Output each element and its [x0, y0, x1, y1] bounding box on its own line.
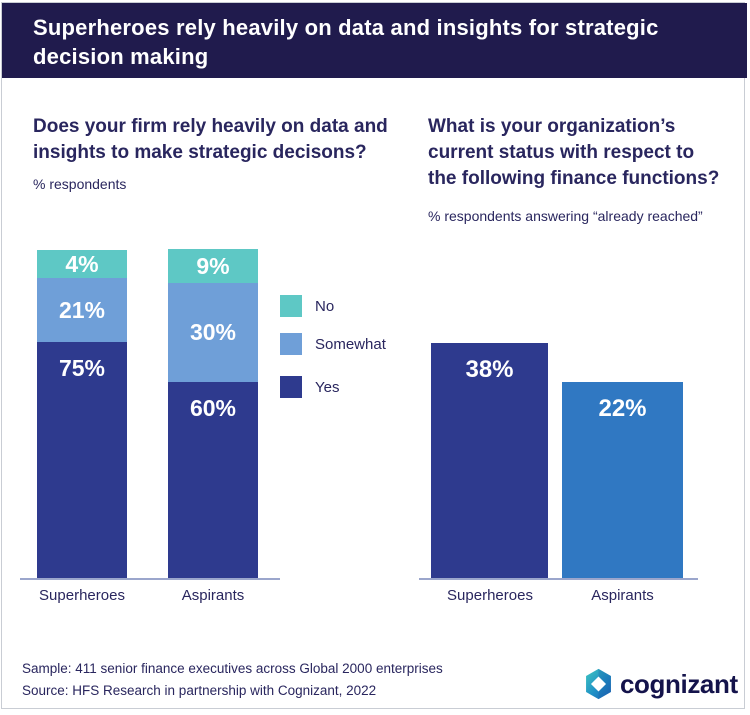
legend-item-somewhat: Somewhat: [280, 333, 386, 355]
legend-swatch-no: [280, 295, 302, 317]
segment-value-label: 30%: [189, 319, 237, 345]
segment-value-label: 9%: [196, 252, 230, 279]
stacked-bar-superheroes-segment-no: 4%: [37, 250, 127, 278]
right-chart-title-line-2: current status with respect to: [428, 142, 695, 163]
right-chart-subtitle: % respondents answering “already reached…: [428, 208, 703, 224]
segment-value-label: 4%: [65, 250, 99, 277]
category-label-aspirants-left: Aspirants: [181, 587, 245, 604]
legend-swatch-yes: [280, 376, 302, 398]
left-chart-subtitle: % respondents: [33, 176, 127, 192]
source-note: Source: HFS Research in partnership with…: [22, 683, 377, 698]
right-chart-title-line-1: What is your organization’s: [428, 116, 676, 137]
category-label-superheroes-left: Superheroes: [39, 587, 125, 604]
x-axis-line-right: [419, 578, 698, 580]
left-chart-title-line-2: insights to make strategic decisons?: [33, 142, 367, 163]
legend-item-no: No: [280, 295, 334, 317]
category-label-superheroes-right: Superheroes: [447, 587, 533, 604]
legend-label-no: No: [315, 297, 335, 315]
bar-value-label: 38%: [465, 356, 514, 383]
bar-superheroes-right: 38%: [431, 343, 548, 579]
legend-label-yes: Yes: [315, 378, 340, 396]
legend-item-yes: Yes: [280, 376, 339, 398]
header-bar: Superheroes rely heavily on data and ins…: [2, 3, 747, 78]
x-axis-line-left: [20, 578, 280, 580]
stacked-bar-superheroes-segment-yes: 75%: [37, 342, 127, 578]
left-chart-title: Does your firm rely heavily on data and …: [33, 114, 388, 166]
right-chart-title-line-3: the following finance functions?: [428, 168, 720, 189]
segment-value-label: 75%: [58, 355, 106, 381]
cognizant-logo: cognizant: [584, 668, 738, 700]
legend-swatch-somewhat: [280, 333, 302, 355]
segment-value-label: 21%: [58, 296, 106, 323]
cognizant-logo-text: cognizant: [620, 668, 738, 699]
left-chart-title-line-1: Does your firm rely heavily on data and: [33, 116, 388, 137]
category-label-aspirants-right: Aspirants: [591, 587, 654, 604]
cognizant-logo-icon: [586, 668, 611, 700]
right-chart-title: What is your organization’s current stat…: [428, 114, 719, 192]
stacked-bar-aspirants-segment-no: 9%: [168, 249, 258, 283]
page-title-line-1: Superheroes rely heavily on data and ins…: [33, 15, 659, 40]
page-title-line-2: decision making: [33, 44, 209, 69]
stacked-bar-aspirants-segment-somewhat: 30%: [168, 283, 258, 382]
legend-label-somewhat: Somewhat: [315, 335, 386, 353]
sample-note: Sample: 411 senior finance executives ac…: [22, 661, 443, 676]
bar-value-label: 22%: [598, 395, 647, 422]
segment-value-label: 60%: [189, 395, 237, 421]
page-title: Superheroes rely heavily on data and ins…: [33, 13, 733, 71]
bar-aspirants-right: 22%: [562, 382, 683, 579]
stacked-bar-superheroes-segment-somewhat: 21%: [37, 278, 127, 342]
stacked-bar-aspirants-segment-yes: 60%: [168, 382, 258, 578]
